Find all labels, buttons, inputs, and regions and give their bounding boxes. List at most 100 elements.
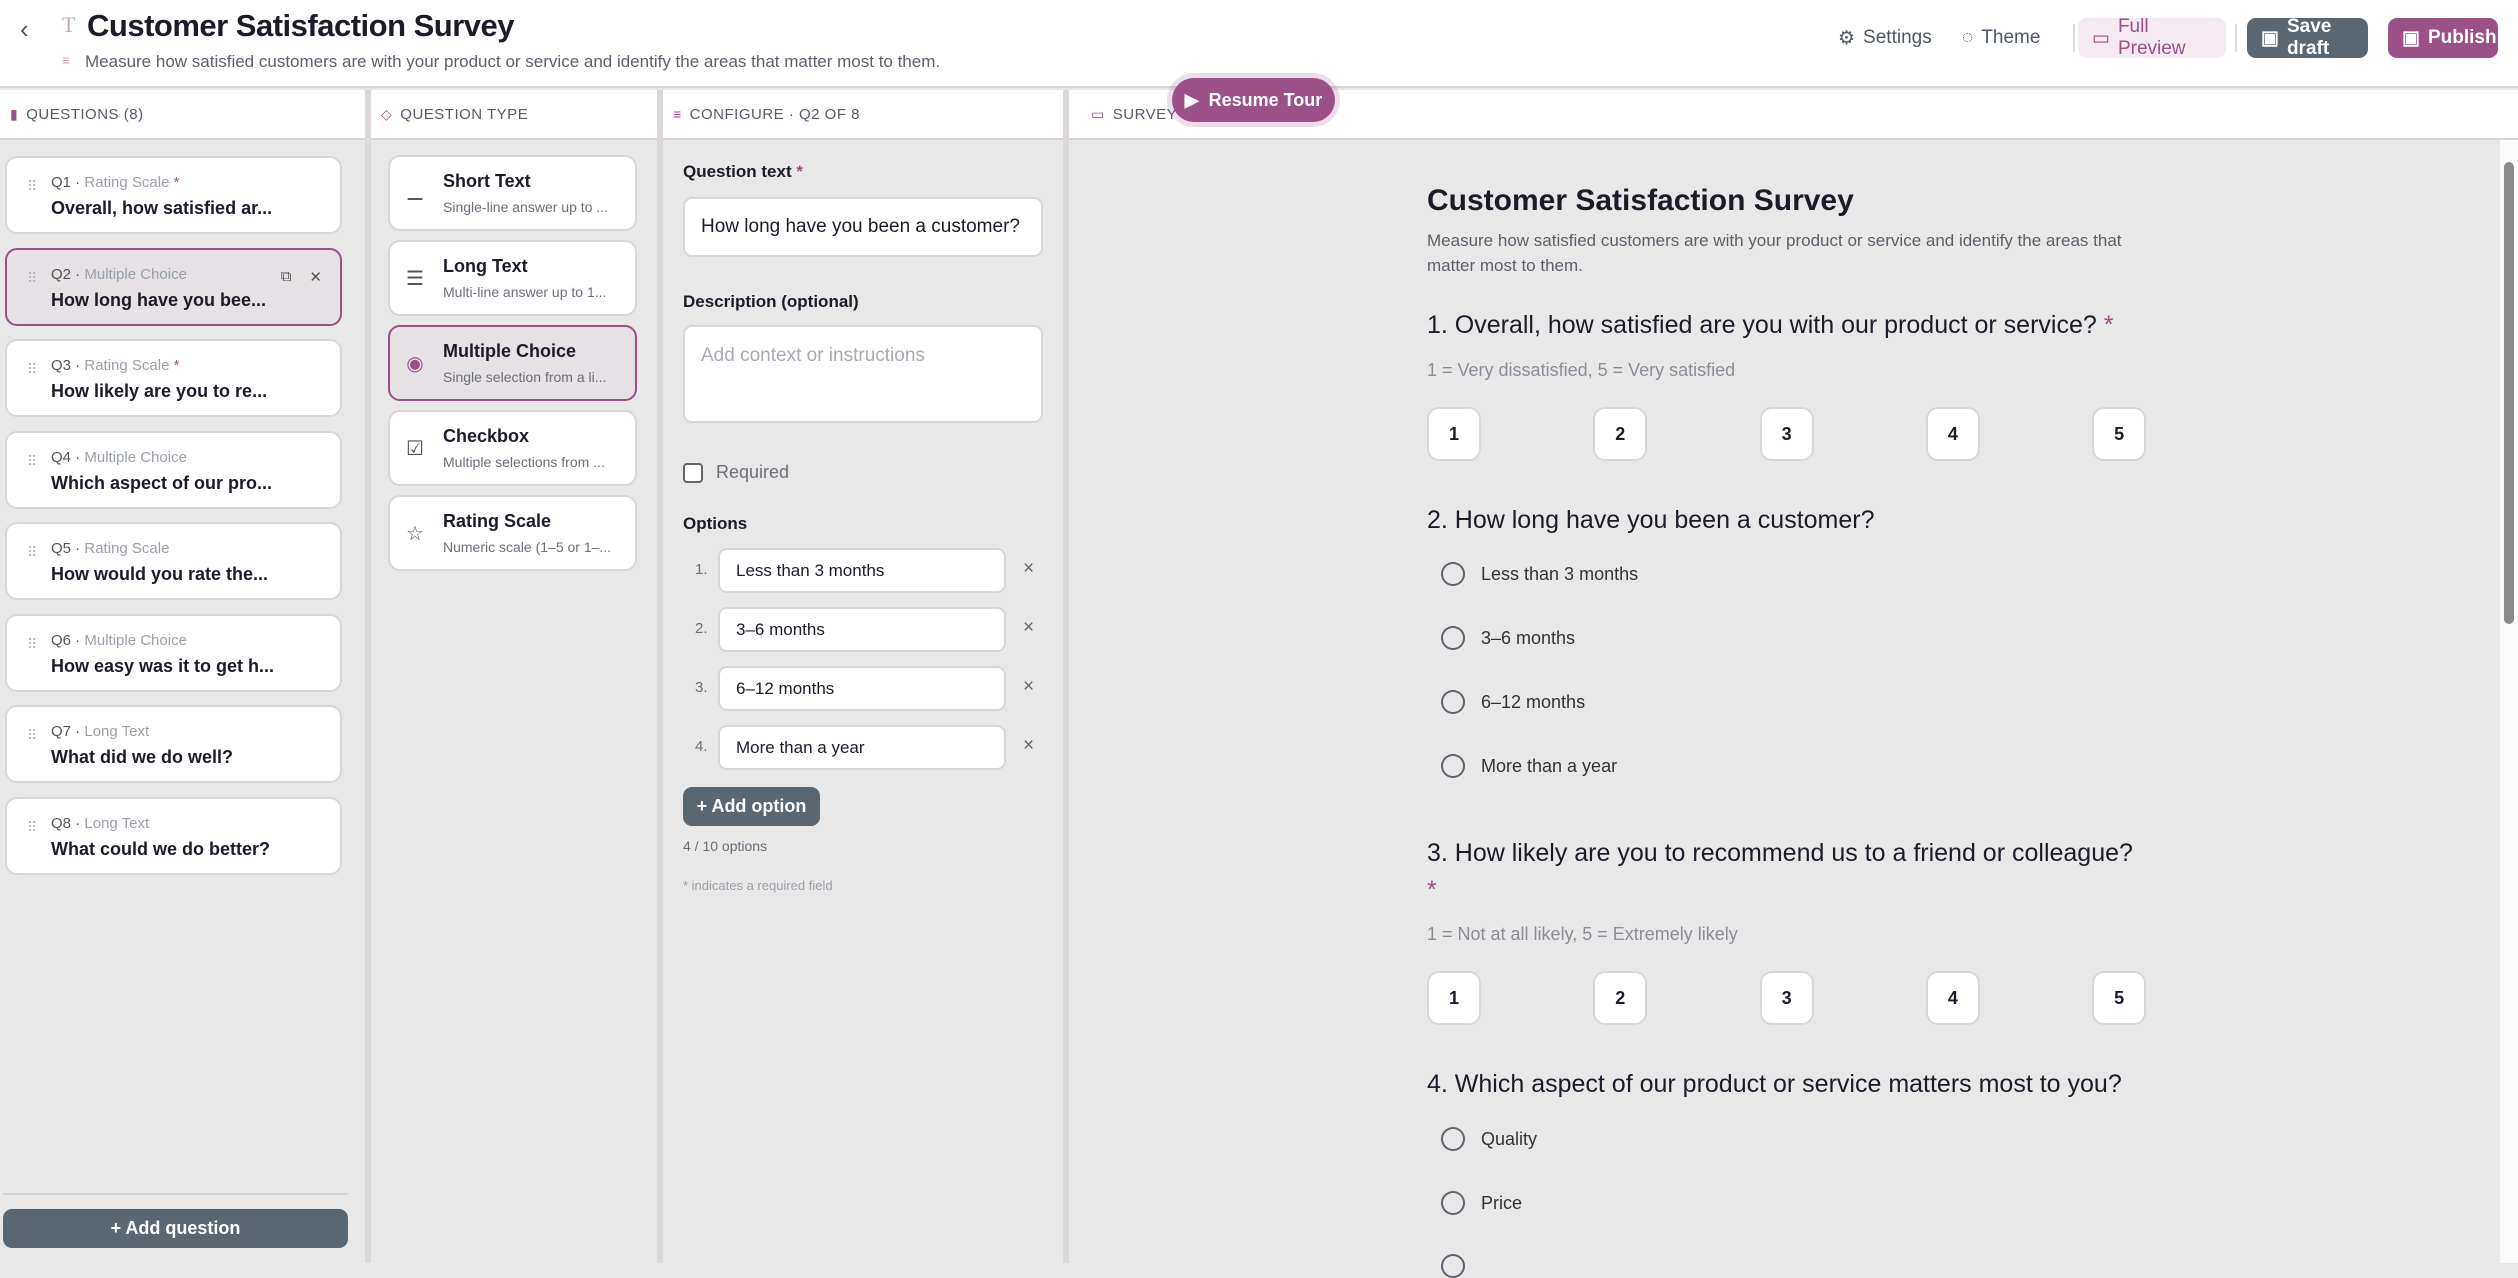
- close-icon[interactable]: ✕: [309, 268, 322, 286]
- star-icon: ☆: [406, 523, 424, 545]
- divider: [2235, 24, 2237, 52]
- preview-option[interactable]: More than a year: [1441, 754, 1617, 778]
- preview-description: Measure how satisfied customers are with…: [1427, 231, 2122, 275]
- radio-circle[interactable]: [1441, 690, 1465, 714]
- preview-option[interactable]: 6–12 months: [1441, 690, 1585, 714]
- question-meta: Q7 · Long Text: [51, 723, 150, 740]
- survey-title[interactable]: Customer Satisfaction Survey: [87, 8, 515, 43]
- question-card-q2[interactable]: ⠿ Q2 · Multiple Choice How long have you…: [5, 247, 342, 326]
- back-chevron-icon[interactable]: ‹: [20, 14, 29, 44]
- preview-q4-title: 4. Which aspect of our product or servic…: [1427, 1070, 2122, 1098]
- rating-option-5[interactable]: 5: [2092, 407, 2147, 461]
- required-checkbox[interactable]: [683, 463, 703, 483]
- text-icon: T: [62, 12, 76, 37]
- play-icon: ▶: [1184, 89, 1199, 110]
- option-label: More than a year: [1481, 755, 1618, 776]
- rating-option-2[interactable]: 2: [1593, 407, 1648, 461]
- drag-handle-icon[interactable]: ⠿: [27, 361, 37, 377]
- radio-circle[interactable]: [1441, 1191, 1465, 1215]
- question-card-q8[interactable]: ⠿ Q8 · Long Text What could we do better…: [5, 796, 342, 875]
- column-divider[interactable]: [1063, 90, 1069, 1263]
- question-text-input[interactable]: How long have you been a customer?: [683, 197, 1043, 257]
- question-number: Q6: [51, 631, 72, 649]
- preview-option[interactable]: Price: [1441, 1191, 1522, 1215]
- full-preview-button[interactable]: ▭ Full Preview: [2078, 16, 2226, 59]
- question-text: What could we do better?: [51, 838, 270, 859]
- rating-option-3[interactable]: 3: [1759, 971, 1814, 1025]
- resume-tour-button[interactable]: ▶ Resume Tour: [1172, 78, 1335, 122]
- rating-option-4[interactable]: 4: [1925, 971, 1980, 1025]
- remove-option-icon[interactable]: ×: [1023, 676, 1035, 697]
- scrollbar-thumb[interactable]: [2504, 162, 2514, 624]
- type-card-short-text[interactable]: ⚊ Short Text Single-line answer up to ..…: [388, 155, 637, 231]
- radio-circle[interactable]: [1441, 1127, 1465, 1151]
- radio-circle[interactable]: [1441, 562, 1465, 586]
- type-name: Rating Scale: [443, 511, 552, 531]
- theme-label: Theme: [1981, 27, 2041, 48]
- drag-handle-icon[interactable]: ⠿: [27, 452, 37, 469]
- column-divider[interactable]: [365, 90, 371, 1263]
- drag-handle-icon[interactable]: ⠿: [27, 269, 37, 286]
- question-number: Q2: [51, 265, 72, 283]
- rating-option-3[interactable]: 3: [1759, 407, 1814, 461]
- option-input[interactable]: More than a year: [718, 725, 1006, 770]
- add-option-button[interactable]: + Add option: [683, 787, 820, 826]
- rating-option-2[interactable]: 2: [1593, 971, 1648, 1025]
- type-card-multiple-choice[interactable]: ◉ Multiple Choice Single selection from …: [388, 325, 637, 401]
- drag-handle-icon[interactable]: ⠿: [27, 544, 37, 560]
- question-number: Q7: [51, 723, 72, 740]
- preview-option[interactable]: 3–6 months: [1441, 626, 1575, 650]
- question-card-q6[interactable]: ⠿ Q6 · Multiple Choice How easy was it t…: [5, 613, 342, 692]
- preview-q4-option[interactable]: [1441, 1254, 1465, 1278]
- duplicate-icon[interactable]: ⧉: [280, 267, 292, 285]
- question-card-q3[interactable]: ⠿ Q3 · Rating Scale * How likely are you…: [5, 339, 342, 417]
- remove-option-icon[interactable]: ×: [1023, 558, 1035, 579]
- save-draft-button[interactable]: ▣ Save draft: [2247, 16, 2368, 59]
- type-panel-title: QUESTION TYPE: [400, 105, 529, 123]
- required-mark: *: [173, 357, 180, 374]
- rating-option-1[interactable]: 1: [1427, 407, 1481, 461]
- option-input[interactable]: 6–12 months: [718, 666, 1006, 711]
- short-text-icon: ⚊: [406, 183, 424, 205]
- question-type: Multiple Choice: [84, 265, 187, 283]
- theme-button[interactable]: ◌ Theme: [1948, 18, 2054, 58]
- remove-option-icon[interactable]: ×: [1023, 617, 1035, 638]
- option-label: Price: [1481, 1192, 1523, 1213]
- radio-circle[interactable]: [1441, 1254, 1465, 1278]
- option-input[interactable]: Less than 3 months: [718, 548, 1006, 593]
- question-card-q4[interactable]: ⠿ Q4 · Multiple Choice Which aspect of o…: [5, 430, 342, 509]
- option-input[interactable]: 3–6 months: [718, 607, 1006, 652]
- drag-handle-icon[interactable]: ⠿: [27, 818, 37, 835]
- drag-handle-icon[interactable]: ⠿: [27, 727, 37, 743]
- divider: [3, 1193, 348, 1195]
- align-icon: ≡: [62, 52, 71, 68]
- settings-button[interactable]: ⚙ Settings: [1824, 18, 1946, 58]
- question-meta: Q6 · Multiple Choice: [51, 631, 187, 649]
- rating-option-4[interactable]: 4: [1925, 407, 1980, 461]
- preview-scrollbar[interactable]: [2500, 140, 2518, 1263]
- preview-option[interactable]: Quality: [1441, 1127, 1537, 1151]
- remove-option-icon[interactable]: ×: [1023, 735, 1035, 756]
- drag-handle-icon[interactable]: ⠿: [27, 635, 37, 652]
- question-card-q1[interactable]: ⠿ Q1 · Rating Scale * Overall, how satis…: [5, 156, 342, 234]
- question-number: Q4: [51, 448, 72, 466]
- preview-option[interactable]: Less than 3 months: [1441, 562, 1638, 586]
- question-card-q7[interactable]: ⠿ Q7 · Long Text What did we do well?: [5, 705, 342, 783]
- question-meta: Q1 · Rating Scale *: [51, 174, 180, 191]
- rating-option-1[interactable]: 1: [1427, 971, 1481, 1025]
- column-divider[interactable]: [657, 90, 663, 1263]
- publish-label: Publish: [2427, 27, 2497, 48]
- radio-circle[interactable]: [1441, 626, 1465, 650]
- type-card-checkbox[interactable]: ☑ Checkbox Multiple selections from ...: [388, 410, 637, 486]
- configure-panel-title: CONFIGURE · Q2 OF 8: [689, 105, 861, 123]
- drag-handle-icon[interactable]: ⠿: [27, 178, 37, 194]
- type-card-rating-scale[interactable]: ☆ Rating Scale Numeric scale (1–5 or 1–.…: [388, 495, 637, 571]
- type-card-long-text[interactable]: ☰ Long Text Multi-line answer up to 1...: [388, 240, 637, 316]
- survey-subtitle[interactable]: Measure how satisfied customers are with…: [85, 52, 941, 71]
- add-question-button[interactable]: + Add question: [3, 1209, 348, 1248]
- description-textarea[interactable]: Add context or instructions: [683, 325, 1043, 423]
- rating-option-5[interactable]: 5: [2092, 971, 2147, 1025]
- question-card-q5[interactable]: ⠿ Q5 · Rating Scale How would you rate t…: [5, 522, 342, 600]
- publish-button[interactable]: ▣ Publish: [2388, 18, 2498, 58]
- radio-circle[interactable]: [1441, 754, 1465, 778]
